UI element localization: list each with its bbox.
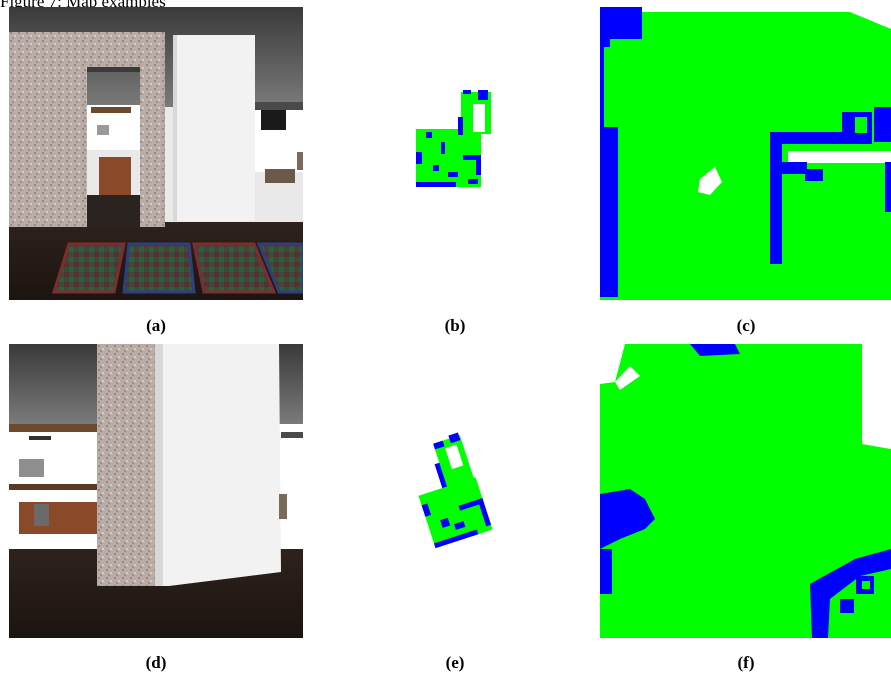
panel-f-label: (f)	[737, 653, 755, 672]
panel-b-label: (b)	[444, 316, 466, 335]
panel-e-label: (e)	[445, 653, 465, 672]
panel-a-rgb-view	[9, 7, 303, 300]
panel-f-local-map	[600, 344, 891, 638]
panel-c-label: (c)	[736, 316, 756, 335]
panel-d-label: (d)	[145, 653, 167, 672]
panel-d-rgb-view	[9, 344, 303, 638]
panel-e-global-map	[308, 344, 598, 638]
panel-b-global-map	[308, 7, 598, 300]
panel-a-label: (a)	[146, 316, 166, 335]
figure-caption: Figure 7: Map examples	[0, 0, 166, 11]
panel-c-local-map	[600, 7, 891, 300]
